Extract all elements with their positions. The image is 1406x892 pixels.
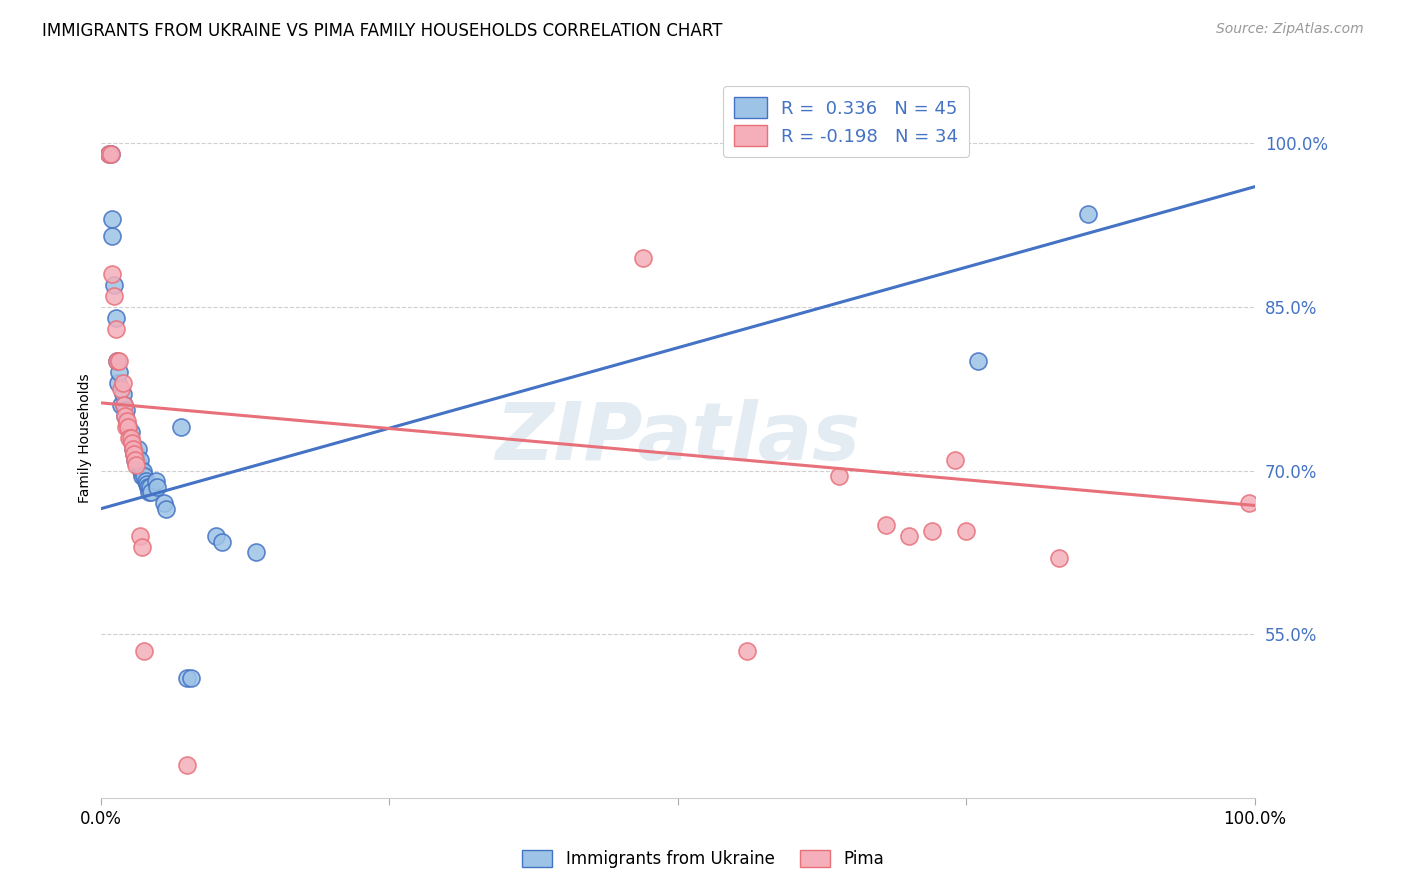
Point (170, 420, 193, 434)
Point (115, 420, 138, 434)
Point (129, 464, 152, 478)
Point (108, 365, 131, 379)
Point (111, 387, 134, 401)
Point (115, 403, 138, 417)
Point (1239, 496, 1261, 510)
Point (100, 147, 122, 161)
Point (127, 442, 149, 456)
Point (101, 212, 124, 227)
Point (97, 147, 120, 161)
Point (114, 409, 136, 423)
Point (125, 447, 148, 461)
Point (122, 442, 145, 456)
Point (120, 431, 142, 445)
Text: IMMIGRANTS FROM UKRAINE VS PIMA FAMILY HOUSEHOLDS CORRELATION CHART: IMMIGRANTS FROM UKRAINE VS PIMA FAMILY H… (42, 22, 723, 40)
Point (105, 354, 128, 368)
Point (117, 420, 139, 434)
Point (211, 534, 233, 549)
Point (118, 431, 141, 445)
Point (134, 469, 156, 483)
Point (135, 475, 157, 489)
Point (101, 267, 124, 281)
Point (131, 540, 153, 554)
Point (153, 496, 176, 510)
Point (631, 251, 654, 265)
Point (128, 529, 150, 543)
Point (176, 758, 198, 772)
Point (138, 485, 160, 500)
Point (897, 529, 920, 543)
Point (107, 376, 129, 391)
Point (205, 529, 228, 543)
Point (128, 452, 150, 467)
Point (135, 476, 157, 491)
Y-axis label: Family Households: Family Households (79, 373, 93, 502)
Point (131, 469, 153, 483)
Point (146, 480, 169, 494)
Point (155, 501, 177, 516)
Point (122, 442, 145, 456)
Point (104, 321, 127, 335)
Legend: Immigrants from Ukraine, Pima: Immigrants from Ukraine, Pima (516, 843, 890, 875)
Legend: R =  0.336   N = 45, R = -0.198   N = 34: R = 0.336 N = 45, R = -0.198 N = 34 (723, 87, 969, 157)
Point (104, 310, 127, 325)
Point (100, 147, 122, 161)
Point (112, 398, 135, 412)
Point (111, 376, 134, 391)
Point (120, 425, 142, 440)
Point (122, 447, 145, 461)
Point (114, 409, 136, 423)
Point (124, 452, 146, 467)
Point (245, 545, 267, 559)
Point (101, 228, 124, 243)
Point (134, 644, 156, 658)
Point (115, 414, 138, 428)
Point (828, 469, 851, 483)
Point (108, 354, 131, 368)
Point (117, 420, 139, 434)
Point (921, 524, 943, 538)
Point (176, 671, 198, 685)
Point (125, 458, 148, 472)
Point (122, 447, 145, 461)
Point (105, 354, 128, 368)
Point (112, 398, 135, 412)
Point (121, 436, 143, 450)
Point (141, 485, 163, 500)
Point (132, 464, 155, 478)
Point (145, 475, 167, 489)
Point (139, 480, 162, 494)
Point (955, 524, 977, 538)
Point (1077, 207, 1099, 221)
Point (136, 480, 159, 494)
Point (735, 644, 758, 658)
Point (180, 671, 202, 685)
Point (103, 277, 125, 292)
Point (128, 458, 150, 472)
Point (124, 452, 146, 467)
Point (875, 518, 897, 533)
Point (967, 354, 990, 368)
Text: ZIPatlas: ZIPatlas (495, 399, 860, 477)
Point (97, 147, 120, 161)
Text: Source: ZipAtlas.com: Source: ZipAtlas.com (1216, 22, 1364, 37)
Point (103, 289, 125, 303)
Point (943, 452, 966, 467)
Point (1047, 550, 1070, 565)
Point (110, 382, 132, 396)
Point (110, 398, 132, 412)
